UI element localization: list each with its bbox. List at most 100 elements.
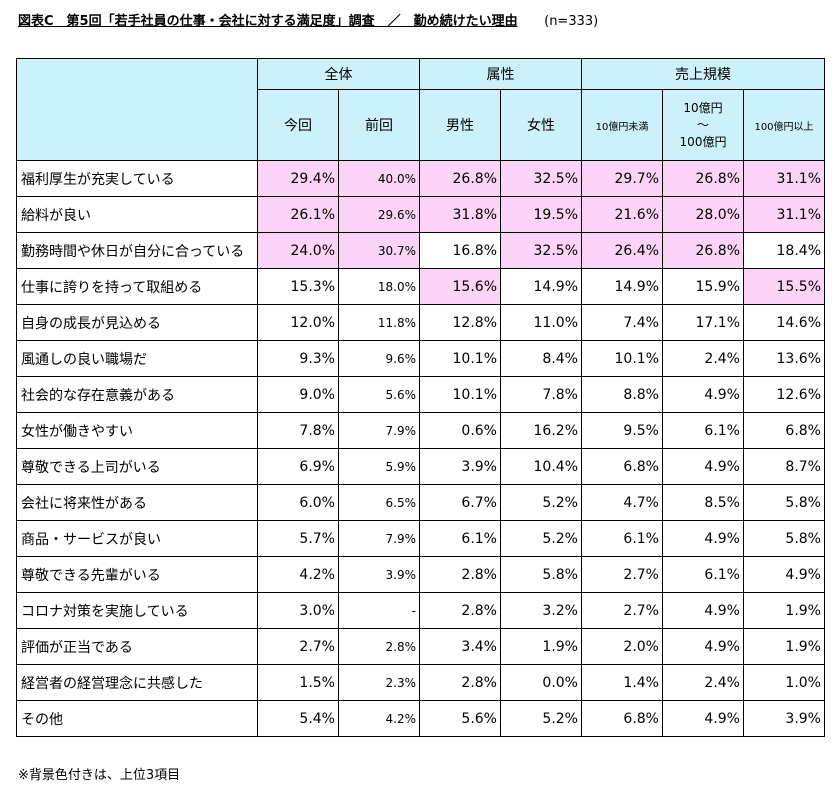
table-row: 給料が良い 26.1% 29.6% 31.8% 19.5% 21.6% 28.0% 31.1% [16,196,825,233]
value-cell: 12.0% [257,304,339,341]
row-label: 給料が良い [16,196,258,233]
value-cell: 6.8% [581,448,663,485]
value-cell: - [338,592,420,629]
value-cell: 7.9% [338,520,420,557]
value-cell: 2.8% [419,664,501,701]
value-cell: 2.4% [662,664,744,701]
table-row: 女性が働きやすい 7.8% 7.9% 0.6% 16.2% 9.5% 6.1% 6.8% [16,412,825,449]
value-cell: 6.8% [581,700,663,737]
table-row: 尊敬できる上司がいる 6.9% 5.9% 3.9% 10.4% 6.8% 4.9% 8.7% [16,448,825,485]
value-cell: 18.4% [743,232,825,269]
table-row: 福利厚生が充実している 29.4% 40.0% 26.8% 32.5% 29.7% 26.8… [16,160,825,197]
table-row: 尊敬できる先輩がいる 4.2% 3.9% 2.8% 5.8% 2.7% 6.1% 4.9% [16,556,825,593]
value-cell: 3.9% [743,700,825,737]
value-cell: 2.8% [419,592,501,629]
value-cell: 7.4% [581,304,663,341]
value-cell: 1.0% [743,664,825,701]
row-label: 風通しの良い職場だ [16,340,258,377]
value-cell: 7.8% [257,412,339,449]
value-cell: 6.9% [257,448,339,485]
value-cell: 32.5% [500,232,582,269]
value-cell: 1.4% [581,664,663,701]
value-cell: 3.0% [257,592,339,629]
row-label: 尊敬できる先輩がいる [16,556,258,593]
value-cell: 3.9% [419,448,501,485]
value-cell: 3.4% [419,628,501,665]
value-cell: 4.9% [662,520,744,557]
table-row: コロナ対策を実施している 3.0% -2.8% 3.2% 2.7% 4.9% 1.9% [16,592,825,629]
table-row: その他 5.4% 4.2% 5.6% 5.2% 6.8% 4.9% 3.9% [16,700,825,737]
value-cell: 14.6% [743,304,825,341]
value-cell: 2.0% [581,628,663,665]
value-cell: 3.9% [338,556,420,593]
row-label: 経営者の経営理念に共感した [16,664,258,701]
table-row: 評価が正当である 2.7% 2.8% 3.4% 1.9% 2.0% 4.9% 1.9% [16,628,825,665]
title-main: 図表C 第5回「若手社員の仕事・会社に対する満足度」調査 ／ 勤め続けたい理由 [18,14,518,29]
value-cell: 19.5% [500,196,582,233]
value-cell: 0.6% [419,412,501,449]
value-cell: 6.1% [662,412,744,449]
value-cell: 4.9% [662,628,744,665]
column-header: 10億円未満 [581,89,663,161]
value-cell: 3.2% [500,592,582,629]
value-cell: 4.9% [662,592,744,629]
value-cell: 6.1% [581,520,663,557]
table-row: 仕事に誇りを持って取組める 15.3% 18.0% 15.6% 14.9% 14.9% 15… [16,268,825,305]
value-cell: 16.8% [419,232,501,269]
value-cell: 2.7% [581,592,663,629]
column-header: 今回 [257,89,339,161]
value-cell: 0.0% [500,664,582,701]
value-cell: 18.0% [338,268,420,305]
row-label: 仕事に誇りを持って取組める [16,268,258,305]
value-cell: 4.7% [581,484,663,521]
value-cell: 9.6% [338,340,420,377]
value-cell: 11.0% [500,304,582,341]
value-cell: 4.9% [662,700,744,737]
value-cell: 26.8% [419,160,501,197]
value-cell: 2.8% [338,628,420,665]
value-cell: 5.6% [419,700,501,737]
value-cell: 7.9% [338,412,420,449]
row-label: 自身の成長が見込める [16,304,258,341]
row-label: 商品・サービスが良い [16,520,258,557]
value-cell: 26.8% [662,160,744,197]
value-cell: 8.5% [662,484,744,521]
row-label: 女性が働きやすい [16,412,258,449]
value-cell: 15.9% [662,268,744,305]
row-label: 評価が正当である [16,628,258,665]
value-cell: 2.7% [581,556,663,593]
survey-table: 全体 属性 売上規模 今回 前回 男性 女性 10億円未満 10億円 ～ 100… [16,58,825,737]
column-header: 男性 [419,89,501,161]
row-label: 福利厚生が充実している [16,160,258,197]
value-cell: 4.9% [662,376,744,413]
value-cell: 29.4% [257,160,339,197]
value-cell: 10.1% [419,376,501,413]
table-title: 図表C 第5回「若手社員の仕事・会社に対する満足度」調査 ／ 勤め続けたい理由 … [18,10,598,29]
value-cell: 17.1% [662,304,744,341]
value-cell: 5.8% [743,520,825,557]
value-cell: 11.8% [338,304,420,341]
group-header: 全体 [257,58,420,90]
value-cell: 26.4% [581,232,663,269]
value-cell: 26.8% [662,232,744,269]
value-cell: 7.8% [500,376,582,413]
sample-size: (n=333) [544,14,599,29]
table-row: 風通しの良い職場だ 9.3% 9.6% 10.1% 8.4% 10.1% 2.4% 13.6% [16,340,825,377]
value-cell: 8.8% [581,376,663,413]
value-cell: 31.1% [743,160,825,197]
value-cell: 24.0% [257,232,339,269]
value-cell: 4.2% [257,556,339,593]
value-cell: 29.7% [581,160,663,197]
value-cell: 2.4% [662,340,744,377]
value-cell: 15.3% [257,268,339,305]
column-header: 女性 [500,89,582,161]
corner-cell [16,58,258,161]
column-header: 10億円 ～ 100億円 [662,89,744,161]
value-cell: 14.9% [581,268,663,305]
value-cell: 4.2% [338,700,420,737]
value-cell: 5.2% [500,700,582,737]
value-cell: 10.4% [500,448,582,485]
table-row: 会社に将来性がある 6.0% 6.5% 6.7% 5.2% 4.7% 8.5% 5.8% [16,484,825,521]
value-cell: 12.8% [419,304,501,341]
table-body: 福利厚生が充実している 29.4% 40.0% 26.8% 32.5% 29.7% 26.8… [16,160,825,737]
